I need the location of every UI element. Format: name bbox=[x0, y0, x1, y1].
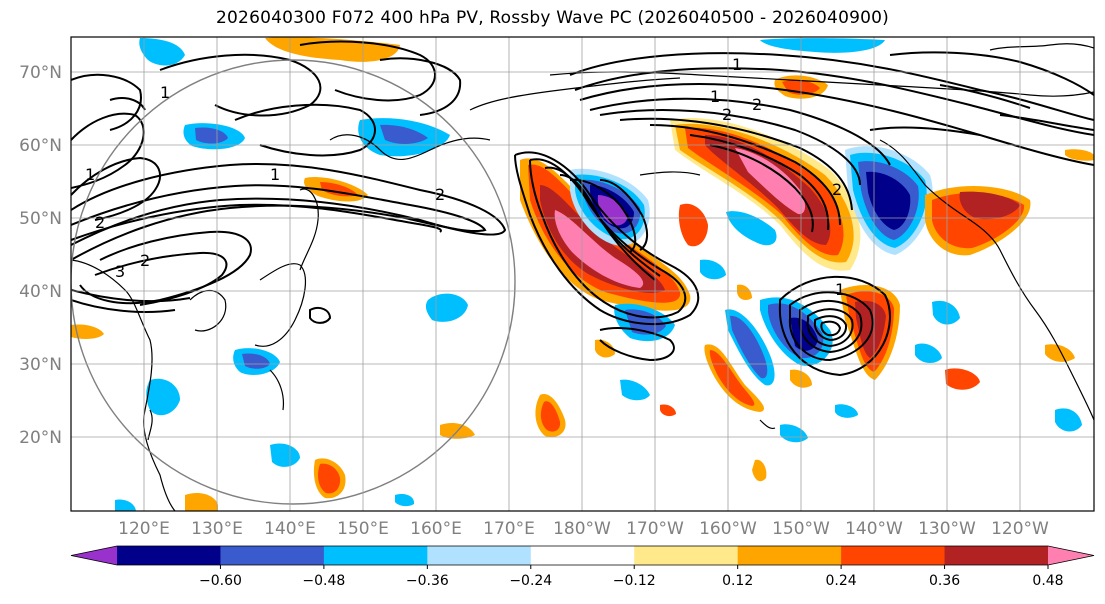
graticule bbox=[71, 37, 1094, 511]
contour-label: 1 bbox=[835, 280, 845, 299]
lon-label: 160°E bbox=[410, 519, 462, 539]
latitude-labels: 70°N 60°N 50°N 40°N 30°N 20°N bbox=[19, 63, 62, 448]
lat-label: 60°N bbox=[19, 136, 62, 156]
lon-label: 140°E bbox=[264, 519, 316, 539]
colorbar-segment bbox=[944, 546, 1049, 565]
lat-label: 30°N bbox=[19, 355, 62, 375]
colorbar-segment bbox=[427, 546, 532, 565]
colorbar-segment bbox=[220, 546, 325, 565]
pv-contours bbox=[71, 40, 1094, 377]
colorbar-extend-low bbox=[71, 546, 117, 565]
colorbar-segment bbox=[117, 546, 221, 565]
map-frame bbox=[70, 36, 1095, 512]
colorbar bbox=[70, 545, 1095, 566]
lon-label: 160°W bbox=[699, 519, 757, 539]
colorbar-tick-label: −0.48 bbox=[302, 573, 345, 589]
colorbar-segment bbox=[530, 546, 635, 565]
contour-label: 2 bbox=[832, 180, 842, 199]
contour-label: 2 bbox=[752, 95, 762, 114]
colorbar-tick-label: −0.60 bbox=[199, 573, 242, 589]
lon-label: 170°E bbox=[483, 519, 535, 539]
lat-label: 70°N bbox=[19, 63, 62, 83]
longitude-labels: 120°E 130°E 140°E 150°E 160°E 170°E 180°… bbox=[118, 519, 1049, 539]
contour-label: 1 bbox=[710, 87, 720, 106]
radius-circle bbox=[71, 59, 516, 505]
lon-label: 150°W bbox=[772, 519, 830, 539]
lon-label: 130°W bbox=[918, 519, 976, 539]
colorbar-tick-label: 0.36 bbox=[929, 573, 960, 589]
contour-label: 1 bbox=[160, 83, 170, 102]
colorbar-tick-label: −0.12 bbox=[613, 573, 656, 589]
lon-label: 170°W bbox=[626, 519, 684, 539]
contour-label: 3 bbox=[115, 262, 125, 281]
lat-label: 20°N bbox=[19, 428, 62, 448]
contour-label: 2 bbox=[722, 105, 732, 124]
colorbar-segment bbox=[841, 546, 946, 565]
lon-label: 130°E bbox=[191, 519, 243, 539]
colorbar-tick-label: 0.48 bbox=[1032, 573, 1063, 589]
colorbar-segment bbox=[737, 546, 842, 565]
lon-label: 180°W bbox=[553, 519, 611, 539]
lat-label: 50°N bbox=[19, 209, 62, 229]
lon-label: 120°W bbox=[991, 519, 1049, 539]
contour-label: 2 bbox=[435, 185, 445, 204]
contour-label: 2 bbox=[140, 251, 150, 270]
lon-label: 150°E bbox=[337, 519, 389, 539]
colorbar-ticks: −0.60 −0.48 −0.36 −0.24 −0.12 0.12 0.24 0.36 0.4… bbox=[199, 565, 1064, 589]
lon-label: 120°E bbox=[118, 519, 170, 539]
contour-label: 1 bbox=[732, 55, 742, 74]
contour-label: 2 bbox=[95, 213, 105, 232]
lat-label: 40°N bbox=[19, 282, 62, 302]
contour-label: 1 bbox=[85, 165, 95, 184]
contour-labels: 1 2 1 2 1 2 3 1 2 2 1 2 1 bbox=[85, 55, 845, 299]
map-title: 2026040300 F072 400 hPa PV, Rossby Wave … bbox=[216, 8, 889, 28]
colorbar-extend-high bbox=[1048, 546, 1094, 565]
contour-label: 1 bbox=[270, 165, 280, 184]
colorbar-tick-label: −0.36 bbox=[406, 573, 449, 589]
lon-label: 140°W bbox=[845, 519, 903, 539]
colorbar-tick-label: −0.24 bbox=[509, 573, 552, 589]
colorbar-segment bbox=[323, 546, 428, 565]
colorbar-tick-label: 0.24 bbox=[826, 573, 857, 589]
colorbar-segment bbox=[634, 546, 739, 565]
colorbar-tick-label: 0.12 bbox=[722, 573, 753, 589]
